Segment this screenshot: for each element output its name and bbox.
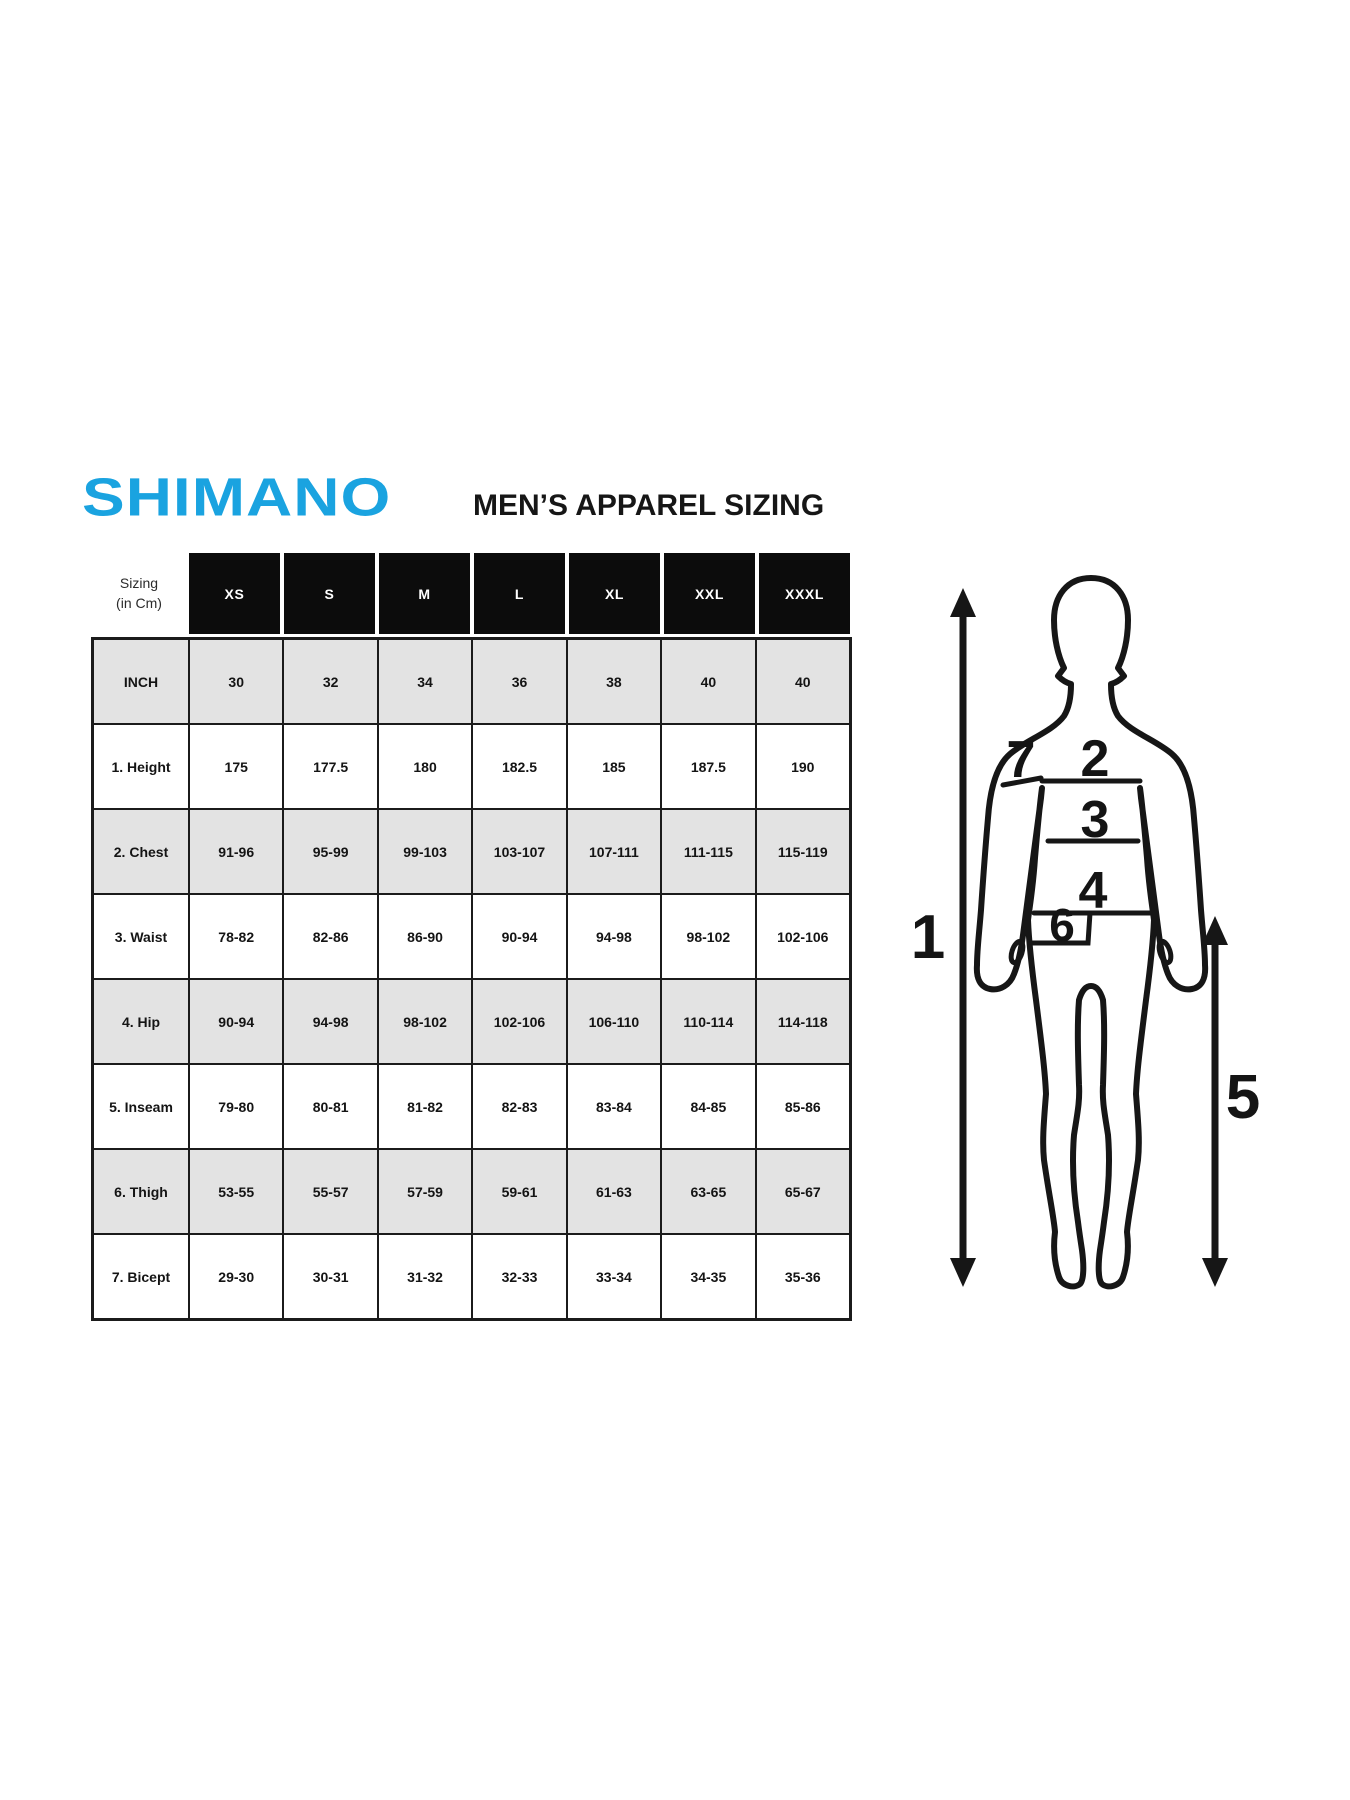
size-value-cell: 79-80 (189, 1064, 284, 1149)
row-label: 2. Chest (93, 809, 189, 894)
corner-label: Sizing (in Cm) (91, 553, 187, 634)
size-value-cell: 63-65 (661, 1149, 756, 1234)
label-thigh: 6 (1049, 899, 1075, 951)
label-hip: 4 (1079, 862, 1108, 920)
size-data-grid: INCH 30 32 34 36 38 40 40 1. Height 175 177.5 180 18… (91, 637, 852, 1321)
size-value-cell: 95-99 (283, 809, 378, 894)
size-column-header: XXL (664, 553, 755, 634)
size-value-cell: 99-103 (377, 809, 473, 894)
size-column-header: S (284, 553, 375, 634)
size-value-cell: 59-61 (472, 1149, 567, 1234)
size-value-cell: 102-106 (472, 979, 567, 1064)
size-column-header: M (379, 553, 470, 634)
size-value-cell: 90-94 (472, 894, 567, 979)
size-value-cell: 30-31 (283, 1234, 378, 1319)
thigh-box (1027, 910, 1093, 946)
label-bicept: 7 (1007, 731, 1036, 789)
row-label: 6. Thigh (93, 1149, 189, 1234)
corner-label-line1: Sizing (119, 574, 159, 591)
inseam-arrow (1202, 916, 1228, 1287)
size-value-cell: 30 (189, 639, 284, 724)
size-value-cell: 187.5 (661, 724, 756, 809)
row-label: 4. Hip (93, 979, 189, 1064)
size-value-cell: 53-55 (189, 1149, 284, 1234)
size-value-cell: 33-34 (566, 1234, 662, 1319)
size-value-cell: 185 (566, 724, 662, 809)
size-value-cell: 86-90 (377, 894, 473, 979)
sizing-table: Sizing (in Cm) XS S M L XL XXL XXXL INCH 30 32 34… (91, 553, 852, 1321)
size-value-cell: 81-82 (377, 1064, 473, 1149)
size-value-cell: 61-63 (566, 1149, 662, 1234)
corner-label-line2: (in Cm) (116, 594, 162, 611)
shimano-logo: SHIMANO (82, 466, 392, 528)
size-value-cell: 111-115 (661, 809, 756, 894)
size-value-cell: 182.5 (472, 724, 567, 809)
size-column-header: XS (189, 553, 280, 634)
size-column-header: XXXL (759, 553, 850, 634)
size-value-cell: 102-106 (755, 894, 850, 979)
row-label: INCH (93, 639, 189, 724)
size-value-cell: 38 (566, 639, 662, 724)
size-value-cell: 35-36 (755, 1234, 850, 1319)
size-value-cell: 32-33 (472, 1234, 567, 1319)
size-value-cell: 36 (472, 639, 567, 724)
height-arrow (950, 588, 976, 1287)
size-value-cell: 84-85 (661, 1064, 756, 1149)
size-value-cell: 106-110 (566, 979, 662, 1064)
bicept-line (1000, 775, 1044, 788)
size-column-header: XL (569, 553, 660, 634)
size-value-cell: 34-35 (661, 1234, 756, 1319)
size-value-cell: 114-118 (755, 979, 850, 1064)
size-value-cell: 190 (755, 724, 850, 809)
size-value-cell: 82-86 (283, 894, 378, 979)
size-value-cell: 177.5 (283, 724, 378, 809)
size-value-cell: 55-57 (283, 1149, 378, 1234)
size-value-cell: 31-32 (377, 1234, 473, 1319)
size-column-header: L (474, 553, 565, 634)
size-value-cell: 175 (189, 724, 284, 809)
label-waist: 3 (1081, 791, 1110, 849)
size-value-cell: 91-96 (189, 809, 284, 894)
size-value-cell: 34 (377, 639, 473, 724)
size-value-cell: 94-98 (566, 894, 662, 979)
size-value-cell: 98-102 (661, 894, 756, 979)
size-value-cell: 83-84 (566, 1064, 662, 1149)
measurement-diagram: 1 5 2 3 4 6 7 (911, 575, 1260, 1290)
label-inseam: 5 (1226, 1063, 1260, 1132)
size-value-cell: 98-102 (377, 979, 473, 1064)
size-value-cell: 90-94 (189, 979, 284, 1064)
row-label: 5. Inseam (93, 1064, 189, 1149)
row-label: 3. Waist (93, 894, 189, 979)
page-title: MEN’S APPAREL SIZING (473, 489, 825, 522)
size-value-cell: 107-111 (566, 809, 662, 894)
size-value-cell: 103-107 (472, 809, 567, 894)
size-value-cell: 80-81 (283, 1064, 378, 1149)
row-label: 7. Bicept (93, 1234, 189, 1319)
left-thumb-detail (1008, 938, 1026, 966)
size-value-cell: 180 (377, 724, 473, 809)
row-label: 1. Height (93, 724, 189, 809)
size-value-cell: 78-82 (189, 894, 284, 979)
size-value-cell: 94-98 (283, 979, 378, 1064)
label-chest: 2 (1081, 730, 1110, 788)
size-value-cell: 115-119 (755, 809, 850, 894)
size-value-cell: 32 (283, 639, 378, 724)
size-value-cell: 40 (755, 639, 850, 724)
size-value-cell: 85-86 (755, 1064, 850, 1149)
right-thumb-detail (1156, 938, 1174, 966)
size-value-cell: 110-114 (661, 979, 756, 1064)
size-value-cell: 29-30 (189, 1234, 284, 1319)
size-value-cell: 40 (661, 639, 756, 724)
size-header-row: Sizing (in Cm) XS S M L XL XXL XXXL (91, 553, 852, 634)
size-value-cell: 57-59 (377, 1149, 473, 1234)
label-height: 1 (911, 903, 945, 972)
size-value-cell: 65-67 (755, 1149, 850, 1234)
size-value-cell: 82-83 (472, 1064, 567, 1149)
